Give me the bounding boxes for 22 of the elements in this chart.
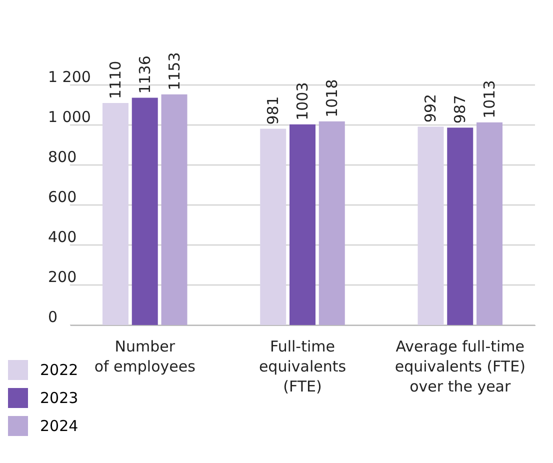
data-label: 1003 xyxy=(294,82,312,120)
x-tick-label: Number of employees xyxy=(94,338,196,376)
data-label: 1013 xyxy=(480,80,499,118)
x-tick-label: Average full-time equivalents (FTE) over the year xyxy=(394,338,526,396)
y-tick-label: 800 xyxy=(48,148,77,166)
legend-label: 2022 xyxy=(40,361,78,379)
y-tick-label: 1 200 xyxy=(48,68,91,86)
y-tick-label: 1 000 xyxy=(48,108,91,126)
y-tick-label: 400 xyxy=(48,228,77,246)
data-label: 1153 xyxy=(165,52,184,90)
y-tick-label: 600 xyxy=(48,188,77,206)
data-label: 1018 xyxy=(322,79,341,118)
data-label: 981 xyxy=(264,96,282,125)
data-label: 987 xyxy=(451,94,470,124)
y-tick-label: 0 xyxy=(48,308,58,326)
x-tick-label: Full-time equivalents (FTE) xyxy=(258,338,346,396)
data-label: 1110 xyxy=(106,60,124,99)
legend-label: 2023 xyxy=(40,389,78,407)
legend-label: 2024 xyxy=(40,417,78,435)
y-tick-label: 200 xyxy=(48,268,77,286)
data-label: 992 xyxy=(422,94,440,123)
data-label: 1136 xyxy=(136,56,154,94)
